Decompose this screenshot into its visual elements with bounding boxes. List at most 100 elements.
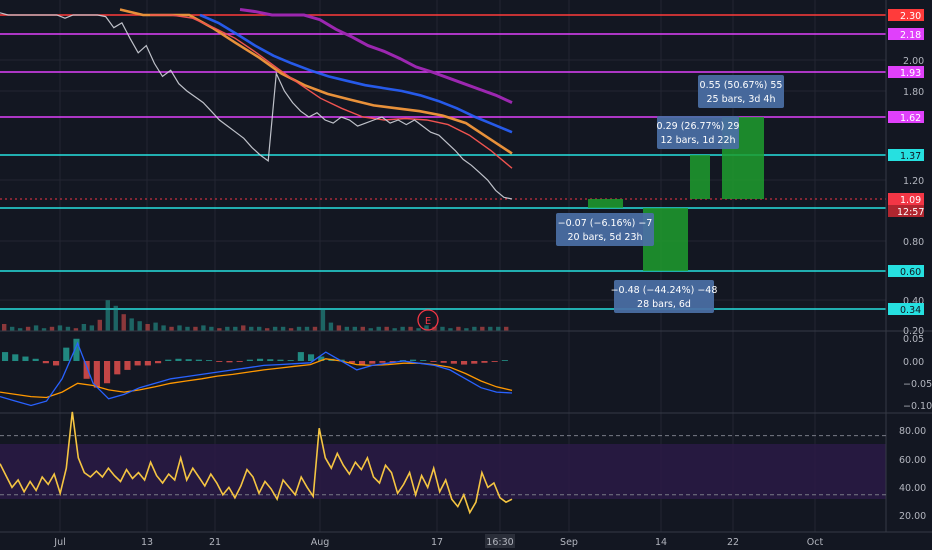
- measure-label: −0.07 (−6.16%) −7 20 bars, 5d 23h: [556, 213, 654, 246]
- time-tick-label: Aug: [311, 537, 330, 548]
- macd-histogram-bar: [53, 361, 60, 366]
- rsi-band-fill: [0, 444, 886, 499]
- level-tag: 1.62: [888, 111, 924, 124]
- macd-histogram-bar: [379, 361, 386, 363]
- level-tag: 0.60: [888, 265, 924, 278]
- macd-line: [0, 341, 513, 407]
- macd-tick-label: 0.05: [903, 334, 924, 345]
- volume-bar: [352, 326, 358, 331]
- volume-bar: [25, 326, 31, 331]
- price-line: [0, 12, 513, 200]
- macd-histogram-bar: [461, 361, 468, 365]
- volume-bar: [480, 326, 485, 331]
- volume-bar: [17, 328, 23, 331]
- level-tag-text: 2.30: [900, 11, 921, 22]
- volume-bar: [368, 328, 373, 331]
- price-tick-label: 2.00: [903, 56, 924, 67]
- level-tag-bg: [888, 265, 924, 277]
- volume-bar: [416, 328, 421, 331]
- macd-histogram-bar: [430, 361, 437, 362]
- time-cursor-bg: [485, 534, 515, 548]
- volume-bar: [288, 328, 294, 331]
- level-tag-text: 1.37: [900, 151, 921, 162]
- event-marker[interactable]: E: [417, 309, 439, 331]
- time-tick-label: 17: [431, 537, 443, 548]
- level-tag-bg: [888, 111, 924, 123]
- volume-bar: [456, 326, 461, 331]
- macd-histogram-bar: [12, 354, 19, 361]
- volume-bar: [336, 325, 342, 331]
- time-tick-label: 16:30: [486, 537, 513, 548]
- volume-bar: [169, 326, 174, 331]
- countdown-text: 12:57: [897, 207, 924, 218]
- measure-label-box: [556, 213, 654, 246]
- macd-histogram-bar: [308, 354, 315, 361]
- time-tick-label: 21: [209, 537, 221, 548]
- volume-bar: [97, 319, 103, 331]
- macd-tick-label: 0.00: [903, 357, 924, 368]
- macd-histogram-bar: [420, 360, 427, 361]
- macd-histogram-bar: [410, 359, 417, 361]
- macd-histogram-bar: [450, 361, 457, 364]
- price-tick-label: 0.40: [903, 296, 924, 307]
- main-price-pane: 0.55 (50.67%) 55 25 bars, 3d 4h 0.29 (26.7…: [0, 8, 886, 499]
- volume-bar: [312, 326, 318, 331]
- volume-bar: [217, 328, 222, 331]
- measure-label: −0.48 (−44.24%) −48 28 bars, 6d: [611, 280, 717, 313]
- macd-histogram-bar: [257, 358, 264, 361]
- volume-bar: [432, 326, 437, 331]
- level-tag-bg: [888, 303, 924, 315]
- volume-bar: [241, 325, 246, 331]
- macd-histogram-bar: [175, 358, 182, 361]
- macd-histogram-bar: [369, 361, 376, 364]
- volume-bar: [73, 328, 79, 331]
- volume-bar: [464, 328, 469, 331]
- macd-histogram-bar: [134, 361, 141, 366]
- support-resistance-levels: [0, 14, 886, 310]
- measure-label-change: −0.07 (−6.16%) −7: [558, 218, 653, 229]
- measure-label-box: [614, 280, 714, 313]
- projection-box: [690, 155, 710, 199]
- measure-label-bars: 12 bars, 1d 22h: [660, 135, 735, 146]
- volume-bar: [89, 325, 95, 331]
- level-tag: 1.93: [888, 66, 924, 79]
- time-tick-label: Sep: [560, 537, 578, 548]
- volume-bar: [257, 326, 262, 331]
- time-tick-label: 22: [727, 537, 739, 548]
- macd-histogram-bar: [216, 361, 223, 362]
- time-tick-label: 13: [141, 537, 153, 548]
- volume-bar: [153, 322, 158, 331]
- rsi-tick-label: 80.00: [899, 426, 926, 437]
- measure-label-bars: 25 bars, 3d 4h: [706, 94, 775, 105]
- volume-bar: [424, 325, 429, 331]
- volume-bar: [233, 326, 238, 331]
- volume-bar: [272, 326, 278, 331]
- measure-label-box: [698, 75, 784, 108]
- time-tick-label: 14: [655, 537, 667, 548]
- macd-histogram-bar: [104, 361, 111, 384]
- macd-histogram-bar: [165, 359, 172, 361]
- macd-histogram-bar: [2, 352, 9, 361]
- volume-bar: [264, 328, 270, 331]
- level-tag-bg: [888, 66, 924, 78]
- countdown-bg: [888, 205, 924, 217]
- volume-bar: [280, 326, 286, 331]
- volume-bar: [384, 326, 389, 331]
- measure-label-change: 0.55 (50.67%) 55: [700, 80, 783, 91]
- macd-histogram-bar: [389, 361, 396, 363]
- time-axis[interactable]: Jul 13 21 Aug 17 16:30 Sep 14 22 Oct: [53, 534, 823, 548]
- volume-bar: [65, 326, 71, 331]
- volume-bar: [2, 324, 7, 331]
- measure-label-bars: 28 bars, 6d: [637, 299, 691, 310]
- volume-bar: [344, 326, 350, 331]
- volume-bar: [304, 326, 310, 331]
- macd-histogram-bar: [144, 361, 151, 366]
- volume-bar: [177, 325, 182, 331]
- projection-box: [588, 199, 623, 208]
- volume-bar: [57, 325, 63, 331]
- macd-histogram-bar: [195, 359, 202, 361]
- macd-tick-label: −0.05: [903, 379, 932, 390]
- last-price-bg: [888, 193, 924, 205]
- macd-histogram-bar: [267, 359, 274, 361]
